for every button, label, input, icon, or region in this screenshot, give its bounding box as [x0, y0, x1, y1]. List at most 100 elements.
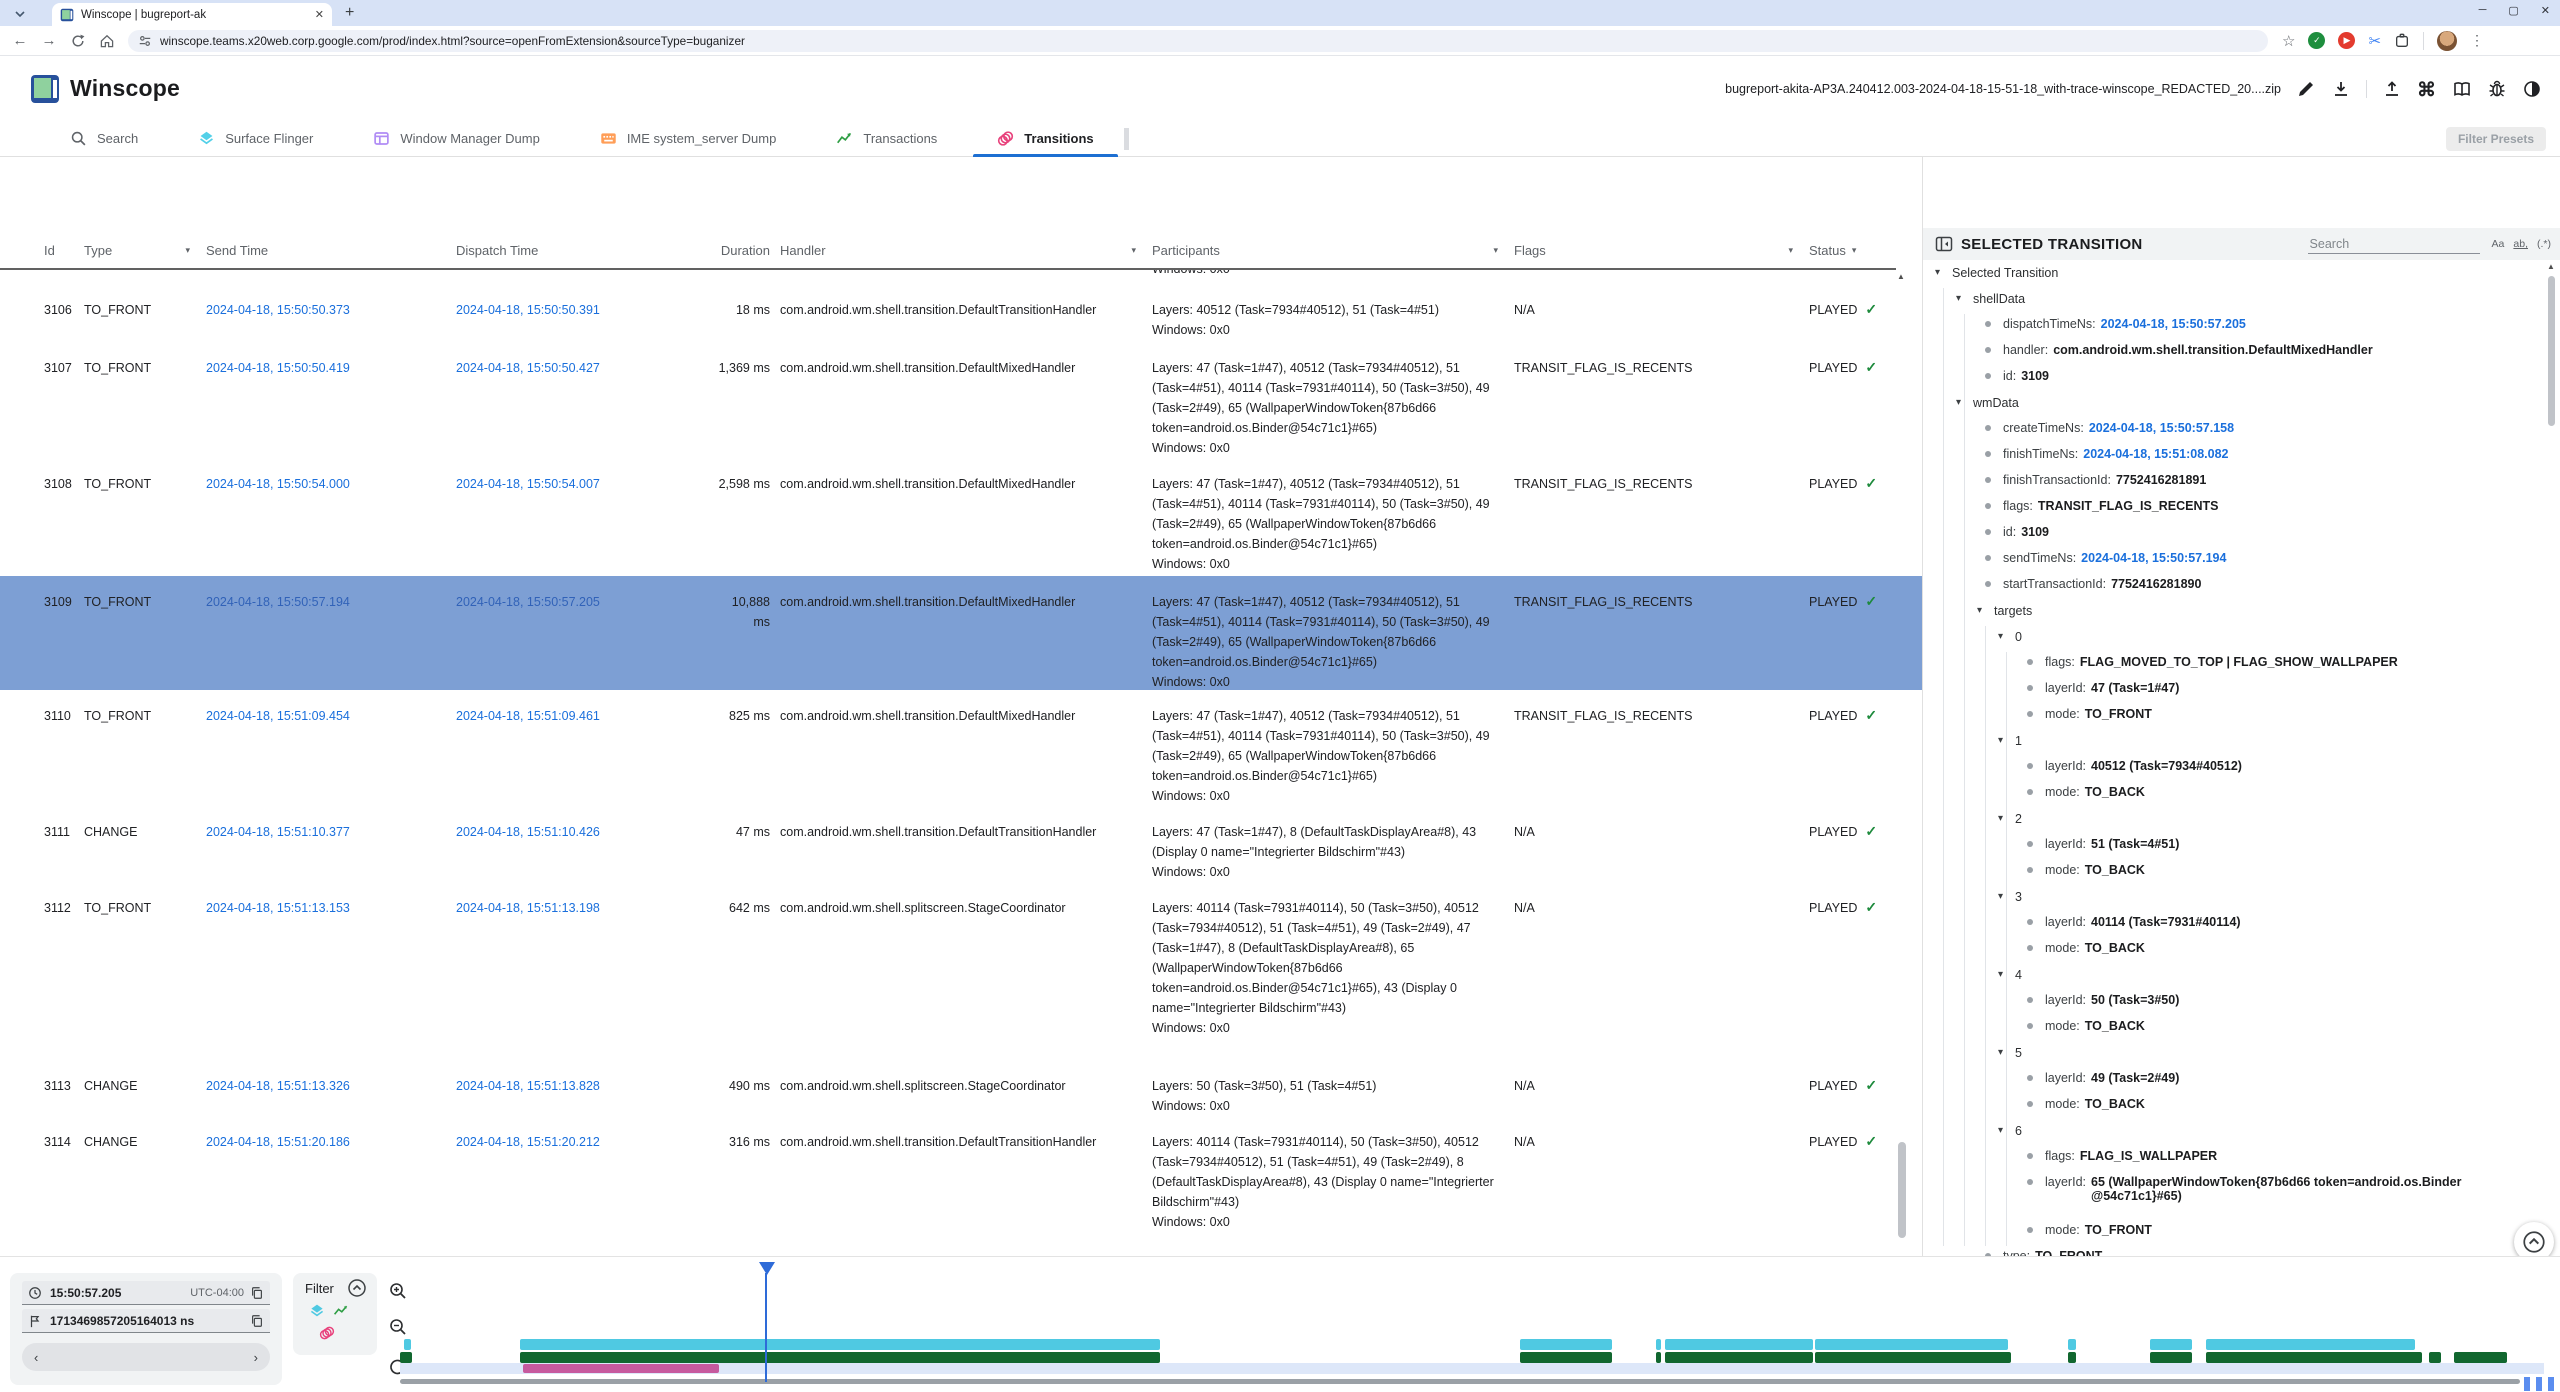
send-time-link[interactable]: 2024-04-18, 15:50:50.419	[206, 361, 350, 375]
tab-transactions[interactable]: Transactions	[806, 121, 967, 157]
tree-node[interactable]: ▾ targets	[1923, 600, 2553, 626]
extension-check-icon[interactable]: ✓	[2308, 32, 2326, 49]
table-row[interactable]: 3114 CHANGE 2024-04-18, 15:51:20.186 2024-0…	[0, 1116, 1922, 1236]
back-icon[interactable]: ←	[12, 31, 28, 49]
surface_flinger-trace-segment[interactable]	[520, 1339, 1160, 1350]
surface_flinger-trace-segment[interactable]	[404, 1339, 411, 1350]
tree-node[interactable]: ▾ 3	[1923, 886, 2553, 912]
tab-search-icon[interactable]	[12, 6, 28, 22]
tree-node[interactable]: ▾ 5	[1923, 1042, 2553, 1068]
tab-search[interactable]: Search	[40, 121, 168, 157]
extension-play-icon[interactable]: ▶	[2338, 32, 2356, 49]
table-row[interactable]: 3113 CHANGE 2024-04-18, 15:51:13.326 2024-0…	[0, 1060, 1922, 1116]
scrollbar-thumb[interactable]	[1898, 1142, 1906, 1238]
cursor-time-field[interactable]: 15:50:57.205 UTC-04:00	[22, 1281, 270, 1305]
tree-node[interactable]: ▾ Selected Transition	[1923, 262, 2553, 288]
column-header-send-time[interactable]: Send Time	[206, 243, 456, 258]
regex-toggle[interactable]: (.*)	[2537, 238, 2551, 250]
table-row[interactable]: 3107 TO_FRONT 2024-04-18, 15:50:50.419 2024…	[0, 342, 1922, 458]
tree-node[interactable]: ▾ 6	[1923, 1120, 2553, 1146]
transactions-trace-segment[interactable]	[2454, 1352, 2507, 1363]
chevron-down-icon[interactable]: ▾	[1998, 631, 2004, 642]
scrollbar-up-icon[interactable]: ▲	[1897, 272, 1905, 281]
tab-ime-system-server-dump[interactable]: IME system_server Dump	[570, 121, 807, 157]
chevron-down-icon[interactable]: ▾	[1998, 1047, 2004, 1058]
chevron-down-icon[interactable]: ▾	[1956, 293, 1962, 304]
column-header-duration[interactable]: Duration	[712, 243, 780, 258]
report-bug-icon[interactable]	[2487, 79, 2507, 99]
send-time-link[interactable]: 2024-04-18, 15:50:54.000	[206, 477, 350, 491]
zoom-in-button[interactable]	[388, 1281, 408, 1301]
table-row[interactable]: 3112 TO_FRONT 2024-04-18, 15:51:13.153 2024…	[0, 882, 1922, 1060]
chevron-down-icon[interactable]: ▾	[1998, 891, 2004, 902]
close-window-button[interactable]: ✕	[2540, 5, 2550, 17]
table-scrollbar[interactable]: ▲	[1896, 270, 1908, 1256]
tree-node[interactable]: ▾ 2	[1923, 808, 2553, 834]
tab-surface-flinger[interactable]: Surface Flinger	[168, 121, 343, 157]
dispatch-time-link[interactable]: 2024-04-18, 15:51:13.828	[456, 1079, 600, 1093]
filter-transitions-icon[interactable]	[319, 1325, 335, 1341]
send-time-link[interactable]: 2024-04-18, 15:51:13.153	[206, 901, 350, 915]
step-previous-button[interactable]: ‹	[34, 1349, 39, 1365]
download-icon[interactable]	[2331, 79, 2351, 99]
surface_flinger-trace-segment[interactable]	[1815, 1339, 2008, 1350]
forward-icon[interactable]: →	[41, 31, 57, 49]
transactions-trace-segment[interactable]	[2068, 1352, 2076, 1363]
surface_flinger-trace-segment[interactable]	[1665, 1339, 1813, 1350]
column-header-flags[interactable]: Flags ▾	[1514, 243, 1809, 258]
home-icon[interactable]	[98, 32, 116, 50]
cursor-ns-field[interactable]: 1713469857205164013 ns	[22, 1309, 270, 1333]
column-header-id[interactable]: Id	[44, 243, 84, 258]
browser-menu-icon[interactable]: ⋮	[2470, 32, 2485, 48]
transactions-trace-segment[interactable]	[1656, 1352, 1661, 1363]
property-value-timestamp[interactable]: 2024-04-18, 15:50:57.158	[2088, 421, 2235, 435]
dispatch-time-link[interactable]: 2024-04-18, 15:51:09.461	[456, 709, 600, 723]
chevron-down-icon[interactable]: ▾	[1998, 969, 2004, 980]
filter-collapse-icon[interactable]	[347, 1278, 367, 1298]
maximize-button[interactable]: ▢	[2508, 5, 2519, 17]
panel-search-input[interactable]	[2307, 234, 2480, 254]
surface_flinger-trace-segment[interactable]	[1520, 1339, 1612, 1350]
property-value-timestamp[interactable]: 2024-04-18, 15:50:57.205	[2100, 317, 2246, 331]
property-value-timestamp[interactable]: 2024-04-18, 15:50:57.194	[2081, 551, 2227, 565]
collapse-to-top-button[interactable]	[2514, 1222, 2554, 1256]
panel-scrollbar-thumb[interactable]	[2548, 276, 2555, 426]
surface_flinger-trace-segment[interactable]	[2150, 1339, 2192, 1350]
column-header-dispatch-time[interactable]: Dispatch Time	[456, 243, 712, 258]
panel-scrollbar[interactable]: ▲	[2546, 262, 2556, 1252]
send-time-link[interactable]: 2024-04-18, 15:51:20.186	[206, 1135, 350, 1149]
transactions-trace-segment[interactable]	[1520, 1352, 1612, 1363]
property-value-timestamp[interactable]: 2024-04-18, 15:51:08.082	[2083, 447, 2229, 461]
send-time-link[interactable]: 2024-04-18, 15:51:09.454	[206, 709, 350, 723]
surface_flinger-trace-segment[interactable]	[1656, 1339, 1661, 1350]
tree-node[interactable]: ▾ 4	[1923, 964, 2553, 990]
transactions-trace-segment[interactable]	[2206, 1352, 2422, 1363]
table-row[interactable]: 3108 TO_FRONT 2024-04-18, 15:50:54.000 2024…	[0, 458, 1922, 576]
url-bar[interactable]: winscope.teams.x20web.corp.google.com/pr…	[128, 29, 2268, 52]
dispatch-time-link[interactable]: 2024-04-18, 15:51:13.198	[456, 901, 600, 915]
table-row[interactable]: 3109 TO_FRONT 2024-04-18, 15:50:57.194 2024…	[0, 576, 1922, 690]
chevron-down-icon[interactable]: ▾	[1977, 605, 1983, 616]
browser-tab[interactable]: Winscope | bugreport-ak ✕	[52, 3, 332, 26]
shortcuts-command-icon[interactable]: ⌘	[2417, 79, 2436, 101]
timeline-cursor-line[interactable]	[765, 1273, 767, 1382]
copy-ns-icon[interactable]	[250, 1314, 264, 1328]
transactions-trace-segment[interactable]	[1665, 1352, 1813, 1363]
tree-node[interactable]: ▾ 0	[1923, 626, 2553, 652]
collapse-panel-icon[interactable]	[1935, 235, 1953, 253]
close-tab-icon[interactable]: ✕	[314, 9, 324, 21]
timeline-cursor-marker[interactable]	[759, 1262, 775, 1275]
transactions-trace-segment[interactable]	[2429, 1352, 2441, 1363]
match-case-toggle[interactable]: Aa	[2491, 238, 2505, 250]
chevron-down-icon[interactable]: ▾	[1935, 267, 1941, 278]
dispatch-time-link[interactable]: 2024-04-18, 15:50:54.007	[456, 477, 600, 491]
send-time-link[interactable]: 2024-04-18, 15:51:10.377	[206, 825, 350, 839]
column-header-handler[interactable]: Handler ▾	[780, 243, 1152, 258]
tree-node[interactable]: ▾ 1	[1923, 730, 2553, 756]
tree-node[interactable]: ▾ wmData	[1923, 392, 2553, 418]
column-header-status[interactable]: Status ▾	[1809, 243, 1919, 258]
copy-time-icon[interactable]	[250, 1286, 264, 1300]
minimize-button[interactable]: ─	[2478, 4, 2487, 16]
tab-window-manager-dump[interactable]: Window Manager Dump	[343, 121, 569, 157]
dispatch-time-link[interactable]: 2024-04-18, 15:51:20.212	[456, 1135, 600, 1149]
